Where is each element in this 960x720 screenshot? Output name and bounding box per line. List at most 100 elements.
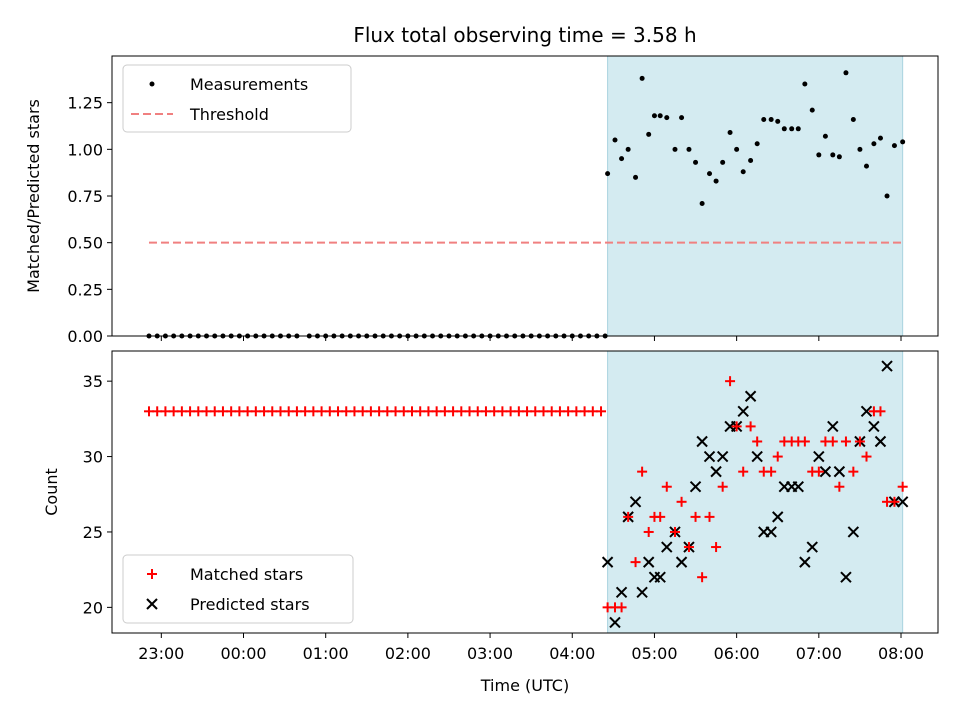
matched-star-point — [861, 451, 872, 462]
predicted-star-point — [744, 390, 757, 402]
matched-star-point — [616, 602, 627, 613]
measurement-point — [664, 115, 670, 121]
matched-star-point — [854, 436, 865, 447]
measurement-point — [646, 131, 652, 137]
matched-star-point — [596, 406, 607, 417]
measurement-point — [850, 116, 856, 122]
measurement-point — [625, 146, 631, 152]
predicted-star-point — [636, 586, 648, 598]
measurement-point — [761, 116, 767, 122]
count-panel: 20 25 30 35 23:00 00:00 01:00 02:00 03:00 04:00 0… — [42, 350, 939, 695]
predicted-star-point — [868, 420, 880, 433]
predicted-star-point — [799, 556, 811, 568]
x-tick-label: 02:00 — [385, 644, 431, 663]
measurement-point — [727, 130, 733, 136]
x-axis-label: Time (UTC) — [480, 676, 569, 695]
predicted-star-point — [710, 465, 722, 478]
measurement-point — [891, 143, 897, 149]
count-y-axis-label: Count — [42, 468, 61, 516]
x-tick-label: 00:00 — [220, 644, 266, 663]
ratio-legend: Measurements Threshold — [122, 64, 352, 133]
predicted-star-point — [772, 511, 784, 523]
predicted-star-point — [615, 586, 628, 598]
matched-star-point — [623, 511, 634, 522]
legend-threshold-label: Threshold — [189, 105, 269, 124]
measurement-point — [612, 137, 618, 143]
x-tick-label: 23:00 — [138, 644, 184, 663]
measurement-point — [857, 146, 863, 152]
predicted-star-point — [827, 420, 839, 433]
predicted-star-point — [765, 526, 777, 538]
ratio-y-tick-label: 0.00 — [67, 327, 103, 346]
matched-star-point — [643, 526, 654, 537]
measurement-point — [605, 171, 611, 177]
measurement-point — [884, 193, 890, 199]
x-tick-label: 06:00 — [714, 644, 760, 663]
predicted-star-point — [689, 481, 702, 493]
x-tick-label: 05:00 — [631, 644, 677, 663]
ratio-plot-frame — [111, 55, 939, 337]
legend-matched-marker — [147, 569, 157, 579]
predicted-star-point — [896, 496, 909, 508]
predicted-star-point — [840, 571, 852, 583]
measurement-point — [754, 141, 760, 147]
measurement-point — [836, 154, 842, 160]
matched-star-point — [875, 406, 886, 417]
ratio-y-axis-label: Matched/Predicted stars — [24, 99, 43, 293]
matched-star-point — [752, 436, 763, 447]
measurement-point — [900, 139, 906, 145]
measurement-point — [795, 126, 801, 132]
measurement-point — [802, 81, 808, 87]
measurement-point — [877, 135, 883, 141]
measurement-point — [740, 169, 746, 175]
predicted-star-point — [860, 405, 873, 418]
legend-predicted-marker — [146, 598, 158, 610]
predicted-star-point — [792, 481, 804, 493]
measurement-point — [713, 178, 719, 184]
measurement-point — [748, 158, 754, 164]
count-y-tick-label: 20 — [83, 598, 103, 617]
matched-star-point — [745, 421, 756, 432]
measurement-point — [734, 146, 740, 152]
ratio-panel: 0.00 0.25 0.50 0.75 1.00 1.25 Matched/Predict… — [24, 55, 939, 346]
ratio-legend-box — [122, 64, 352, 133]
matched-star-point — [655, 511, 666, 522]
measurement-point — [686, 146, 692, 152]
matched-star-point — [813, 466, 824, 477]
predicted-star-point — [737, 405, 749, 418]
predicted-star-point — [601, 556, 614, 568]
legend-predicted-label: Predicted stars — [190, 595, 310, 614]
count-legend: Matched stars Predicted stars — [122, 554, 354, 624]
predicted-star-point — [703, 450, 716, 463]
ratio-y-tick-label: 0.50 — [67, 234, 103, 253]
predicted-star-point — [819, 465, 832, 478]
matched-star-point — [683, 542, 694, 553]
measurement-point — [809, 107, 815, 113]
count-plot-frame — [111, 350, 939, 634]
matched-star-point — [690, 511, 701, 522]
matched-star-point — [889, 496, 900, 507]
matched-star-point — [630, 557, 641, 568]
count-y-tick-label: 35 — [83, 372, 103, 391]
x-tick-label: 04:00 — [549, 644, 595, 663]
matched-star-point — [840, 436, 851, 447]
ratio-shaded-region — [607, 55, 904, 337]
matched-star-point — [661, 481, 672, 492]
measurement-point — [871, 141, 877, 147]
matched-star-point — [834, 481, 845, 492]
matched-star-point — [697, 572, 708, 583]
predicted-star-point — [675, 556, 688, 568]
measurement-point — [679, 115, 685, 121]
x-tick-label: 01:00 — [303, 644, 349, 663]
matched-star-point — [637, 466, 648, 477]
predicted-star-point — [696, 435, 708, 448]
predicted-star-point — [874, 435, 887, 448]
ratio-y-tick-label: 1.25 — [67, 94, 103, 113]
matched-star-point — [731, 421, 742, 432]
matched-star-point — [738, 466, 749, 477]
matched-star-point — [897, 481, 908, 492]
measurement-point — [863, 163, 869, 169]
ratio-y-tick-label: 0.75 — [67, 187, 103, 206]
x-tick-label: 07:00 — [796, 644, 842, 663]
